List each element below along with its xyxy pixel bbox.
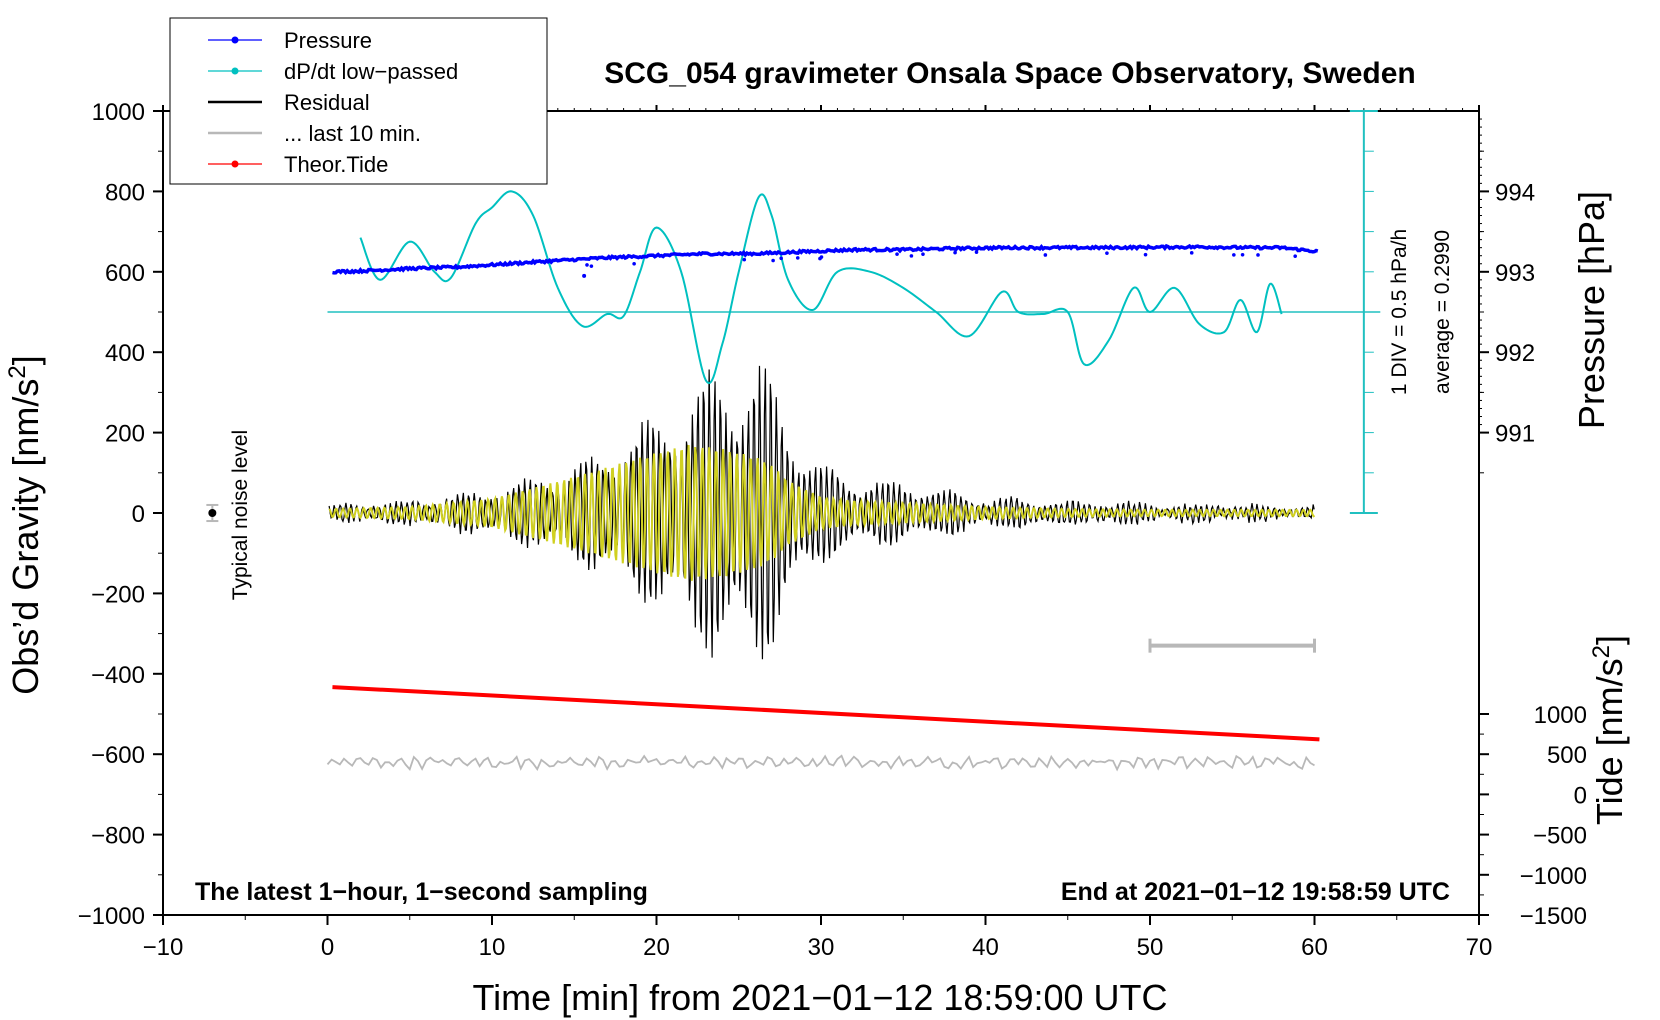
pressure-point <box>953 250 957 255</box>
pressure-point <box>585 263 589 267</box>
tide-axis-ticks: −1500 −1000 −500 0 500 1000 <box>1479 702 1587 930</box>
legend: Pressure dP/dt low−passed Residual ... last… <box>169 17 548 185</box>
pressure-point <box>795 256 800 260</box>
pressure-point <box>895 252 899 256</box>
x-tick-label: 50 <box>1137 934 1164 961</box>
legend-marker <box>231 67 239 75</box>
x-tick-label: 40 <box>972 934 999 961</box>
legend-label: Pressure <box>284 28 372 53</box>
pressure-axis-ticks: 991 992 993 994 <box>1479 118 1535 474</box>
pressure-point <box>1240 252 1245 257</box>
series-residual-smoothed <box>328 444 1316 581</box>
noise-point <box>208 509 217 517</box>
series-layer <box>326 190 1320 772</box>
y-axis-title-sup: 2 <box>4 365 31 378</box>
tide-axis-title: Tide [nm/s2] <box>1588 635 1631 825</box>
x-tick-label: 20 <box>643 934 670 961</box>
x-axis-title: Time [min] from 2021−01−12 18:59:00 UTC <box>472 977 1167 1018</box>
pressure-point <box>632 261 636 266</box>
series-theor-tide <box>332 685 1320 742</box>
y-tick-label: 1000 <box>92 99 145 126</box>
pressure-point <box>819 255 824 259</box>
y-tick-label: 400 <box>105 340 145 367</box>
pressure-point <box>742 257 747 262</box>
series-last-10-min <box>326 754 1315 772</box>
dpdt-average-label: average = 0.2990 <box>1431 230 1454 394</box>
pressure-point <box>1256 253 1260 257</box>
pressure-point <box>1105 251 1109 255</box>
legend-label: ... last 10 min. <box>284 121 421 146</box>
legend-marker <box>231 160 239 168</box>
dpdt-div-label: 1 DIV = 0.5 hPa/h <box>1388 229 1411 395</box>
x-tick-label: 70 <box>1466 934 1493 961</box>
pressure-point <box>589 264 594 268</box>
pressure-point <box>771 258 775 263</box>
x-tick-label: 30 <box>808 934 835 961</box>
note-left: The latest 1−hour, 1−second sampling <box>195 878 648 906</box>
last10-bar <box>1148 638 1316 653</box>
tide-axis-title-main: Tide [nm/s <box>1589 658 1630 825</box>
pressure-tick-label: 991 <box>1495 421 1535 448</box>
tide-tick-label: −1500 <box>1520 903 1587 930</box>
series-pressure <box>332 243 1319 276</box>
pressure-axis-title: Pressure [hPa] <box>1571 191 1612 429</box>
pressure-point <box>974 250 979 254</box>
y-axis-title: Obs’d Gravity [nm/s2] <box>4 355 47 694</box>
y-tick-label: −800 <box>91 823 145 850</box>
dpdt-scale-bar <box>327 110 1381 514</box>
pressure-point <box>921 252 925 256</box>
tide-tick-label: −500 <box>1533 823 1587 850</box>
y-tick-label: 600 <box>105 260 145 287</box>
pressure-point <box>1143 252 1148 257</box>
pressure-point <box>909 254 914 258</box>
legend-label: Theor.Tide <box>284 152 388 177</box>
series-dpdt <box>359 190 1283 385</box>
tide-tick-label: 1000 <box>1534 702 1587 729</box>
note-right: End at 2021−01−12 19:58:59 UTC <box>1061 878 1450 906</box>
y-tick-label: −1000 <box>78 903 145 930</box>
tide-axis-title-close: ] <box>1589 635 1630 645</box>
pressure-tick-label: 994 <box>1495 179 1535 206</box>
pressure-tick-label: 993 <box>1495 260 1535 287</box>
pressure-point <box>779 256 783 261</box>
y-axis-ticks: −1000 −800 −600 −400 −200 0 200 400 600 800 1000 <box>78 99 163 930</box>
noise-marker <box>206 503 219 523</box>
y-tick-label: 0 <box>132 501 145 528</box>
y-tick-label: −400 <box>91 662 145 689</box>
y-tick-label: 800 <box>105 179 145 206</box>
tide-axis-title-sup: 2 <box>1588 645 1615 658</box>
pressure-point <box>1293 254 1297 258</box>
y-axis-title-close: ] <box>5 355 46 365</box>
pressure-point <box>1043 253 1048 257</box>
y-tick-label: −200 <box>91 581 145 608</box>
y-axis-title-main: Obs’d Gravity [nm/s <box>5 379 46 695</box>
legend-label: dP/dt low−passed <box>284 59 458 84</box>
pressure-point <box>1189 251 1194 255</box>
pressure-point <box>1232 253 1236 257</box>
legend-marker <box>231 36 239 44</box>
y-tick-label: 200 <box>105 421 145 448</box>
x-tick-label: 60 <box>1301 934 1328 961</box>
tide-tick-label: 0 <box>1574 782 1587 809</box>
noise-label: Typical noise level <box>229 430 252 600</box>
legend-label: Residual <box>284 90 370 115</box>
y-tick-label: −600 <box>91 742 145 769</box>
x-tick-label: 10 <box>479 934 506 961</box>
x-tick-label: −10 <box>143 934 184 961</box>
chart-title: SCG_054 gravimeter Onsala Space Observat… <box>604 57 1416 90</box>
pressure-point <box>582 273 587 278</box>
x-tick-label: 0 <box>321 934 334 961</box>
tide-tick-label: 500 <box>1547 742 1587 769</box>
tide-tick-label: −1000 <box>1520 863 1587 890</box>
x-axis-ticks: −10 0 10 20 30 40 50 60 70 <box>143 105 1493 961</box>
pressure-tick-label: 992 <box>1495 340 1535 367</box>
